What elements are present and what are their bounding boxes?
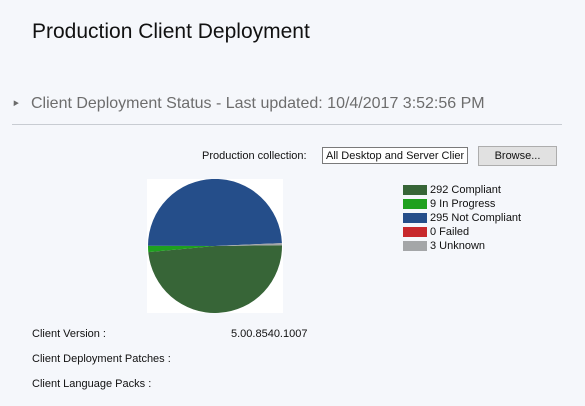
browse-button[interactable]: Browse... <box>478 146 557 166</box>
legend-swatch <box>403 199 427 209</box>
legend-swatch <box>403 213 427 223</box>
legend-item: 295 Not Compliant <box>403 211 521 225</box>
legend-item: 0 Failed <box>403 225 521 239</box>
deployment-patches-label: Client Deployment Patches : <box>32 353 171 365</box>
deployment-pie-chart <box>147 178 283 314</box>
collection-label: Production collection: <box>202 150 307 162</box>
client-version-label: Client Version : <box>32 328 106 340</box>
section-header: Client Deployment Status - Last updated:… <box>11 94 562 125</box>
legend-swatch <box>403 241 427 251</box>
collapse-triangle-icon[interactable] <box>11 98 19 107</box>
legend-swatch <box>403 227 427 237</box>
legend-label: 295 Not Compliant <box>430 212 522 224</box>
pie-slice-unknown <box>215 243 282 246</box>
pie-slice-not-compliant <box>148 178 282 246</box>
legend-item: 9 In Progress <box>403 197 521 211</box>
legend-item: 3 Unknown <box>403 239 521 253</box>
page-title: Production Client Deployment <box>32 20 310 43</box>
pie-slice-in-progress <box>147 245 215 253</box>
language-packs-label: Client Language Packs : <box>32 378 152 390</box>
collection-input[interactable] <box>322 147 468 164</box>
pie-slice-compliant <box>148 245 283 314</box>
chart-legend: 292 Compliant 9 In Progress 295 Not Compli… <box>403 183 521 253</box>
chart-area <box>147 178 283 314</box>
legend-item: 292 Compliant <box>403 183 521 197</box>
section-title: Client Deployment Status - Last updated:… <box>31 95 485 112</box>
legend-label: 9 In Progress <box>430 198 496 210</box>
legend-swatch <box>403 185 427 195</box>
client-version-value: 5.00.8540.1007 <box>231 328 308 340</box>
legend-label: 292 Compliant <box>430 184 501 196</box>
legend-label: 0 Failed <box>430 226 470 238</box>
legend-label: 3 Unknown <box>430 240 486 252</box>
